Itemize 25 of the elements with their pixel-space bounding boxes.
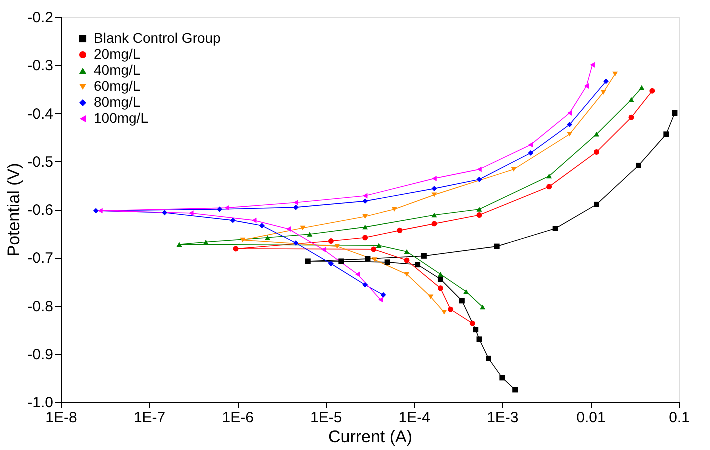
y-tick-label: -0.2 bbox=[28, 10, 54, 26]
y-tick-label: -0.7 bbox=[28, 250, 54, 268]
x-tick-label: 1E-5 bbox=[310, 410, 342, 426]
y-tick-label: -0.9 bbox=[28, 346, 54, 364]
y-axis-title: Potential (V) bbox=[4, 163, 24, 257]
x-tick-label: 0.1 bbox=[669, 410, 690, 426]
y-tick-label: -0.6 bbox=[28, 202, 54, 219]
x-tick-label: 1E-4 bbox=[398, 410, 430, 426]
x-tick-label: 0.01 bbox=[576, 410, 606, 426]
legend-label: Blank Control Group bbox=[94, 30, 222, 46]
x-tick-label: 1E-6 bbox=[222, 410, 254, 426]
x-axis-title: Current (A) bbox=[328, 428, 413, 446]
y-tick-label: -1.0 bbox=[28, 394, 54, 412]
legend-label: 40mg/L bbox=[94, 62, 141, 78]
legend-label: 80mg/L bbox=[94, 94, 141, 110]
y-tick-label: -0.8 bbox=[28, 298, 54, 316]
x-tick-label: 1E-8 bbox=[46, 410, 78, 426]
y-tick-label: -0.5 bbox=[28, 154, 54, 171]
y-tick-label: -0.3 bbox=[28, 58, 54, 75]
x-tick-label: 1E-3 bbox=[487, 410, 519, 426]
legend-label: 60mg/L bbox=[94, 78, 141, 94]
x-tick-label: 1E-7 bbox=[134, 410, 166, 426]
y-tick-label: -0.4 bbox=[28, 106, 54, 123]
legend-label: 100mg/L bbox=[94, 110, 149, 126]
legend-label: 20mg/L bbox=[94, 46, 141, 62]
